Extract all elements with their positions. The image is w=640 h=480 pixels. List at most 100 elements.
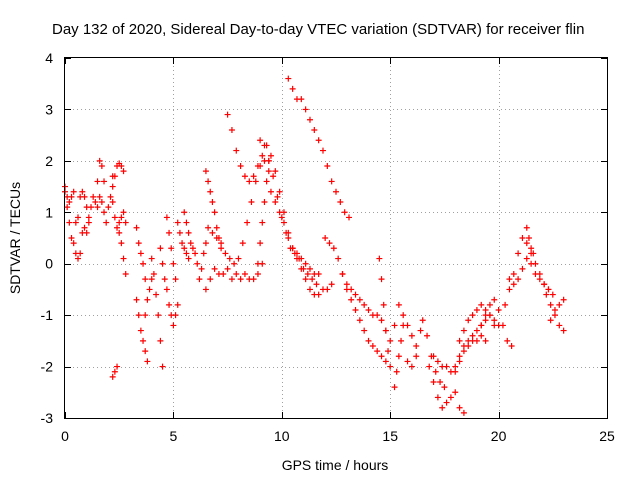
data-point	[352, 307, 359, 313]
data-point	[456, 353, 463, 360]
data-point	[185, 229, 192, 236]
data-point	[120, 168, 127, 175]
data-point	[276, 188, 283, 195]
data-point	[482, 317, 489, 324]
x-tick-label: 0	[61, 428, 69, 444]
data-point	[179, 240, 186, 247]
data-point	[155, 312, 162, 319]
data-point	[352, 291, 359, 298]
data-point	[211, 265, 218, 272]
data-point	[116, 229, 123, 236]
data-point	[133, 296, 140, 303]
data-point	[185, 255, 192, 262]
data-point	[224, 265, 231, 272]
data-point	[226, 255, 233, 262]
data-point	[551, 312, 558, 319]
data-point	[118, 163, 125, 169]
data-point	[250, 276, 257, 283]
data-point	[408, 332, 415, 339]
data-point	[118, 240, 125, 247]
data-point	[315, 291, 322, 298]
data-point	[261, 142, 268, 149]
series-arc-33	[376, 255, 394, 370]
data-point	[452, 363, 459, 370]
data-point	[122, 271, 129, 277]
data-point	[172, 312, 179, 319]
data-point	[111, 368, 118, 375]
series-arc-48	[547, 296, 567, 324]
data-point	[465, 343, 472, 349]
x-axis-label: GPS time / hours	[282, 457, 389, 473]
series-arc-06	[94, 157, 108, 185]
data-point	[430, 379, 437, 385]
data-point	[168, 245, 175, 252]
data-point	[309, 276, 316, 283]
data-point	[196, 276, 203, 283]
data-point	[265, 168, 272, 175]
data-point	[96, 193, 103, 200]
data-point	[478, 301, 485, 308]
data-point	[92, 199, 99, 205]
axis-ticks: 0 5 10 15 20 25 -3 -2 -1 0 1 2 3 4	[41, 50, 615, 444]
data-point	[473, 307, 480, 313]
data-point	[270, 173, 277, 180]
data-point	[163, 214, 170, 221]
series-arc-11	[116, 229, 129, 277]
data-point	[452, 368, 459, 375]
data-point	[174, 301, 181, 308]
data-point	[382, 358, 389, 365]
data-point	[81, 224, 88, 231]
data-point	[460, 409, 467, 416]
series-arc-21	[181, 209, 196, 252]
y-tick-label: 2	[45, 153, 53, 169]
data-point	[272, 168, 279, 175]
x-tick-label: 20	[491, 428, 507, 444]
data-point	[213, 224, 220, 231]
series-arc-04	[72, 188, 92, 226]
data-point	[68, 193, 75, 200]
data-point	[98, 163, 105, 169]
data-point	[181, 245, 188, 252]
data-point	[315, 137, 322, 144]
data-point	[302, 260, 309, 267]
data-point	[385, 348, 392, 355]
data-point	[343, 286, 350, 293]
y-tick-label: 3	[45, 101, 53, 117]
data-point	[523, 240, 530, 247]
data-point	[283, 229, 290, 236]
data-point	[369, 343, 376, 349]
data-point	[248, 199, 255, 205]
series-arc-19	[166, 301, 181, 329]
series-arc-10	[109, 199, 129, 231]
data-point	[502, 301, 509, 308]
data-point	[443, 363, 450, 370]
series-arc-29	[254, 157, 272, 267]
series-arc-15	[142, 276, 155, 319]
series-arc-07	[98, 199, 110, 226]
data-point	[482, 307, 489, 313]
data-point	[257, 137, 264, 144]
chart-title: Day 132 of 2020, Sidereal Day-to-day VTE…	[52, 21, 584, 38]
series-arc-43	[478, 296, 515, 349]
data-point	[391, 384, 398, 391]
data-point	[233, 271, 240, 277]
data-point	[313, 281, 320, 288]
data-point	[319, 147, 326, 154]
data-point	[213, 235, 220, 241]
data-point	[382, 327, 389, 334]
data-point	[116, 219, 123, 226]
data-point	[378, 317, 385, 324]
data-point	[166, 301, 173, 308]
data-point	[120, 255, 127, 262]
data-point	[478, 332, 485, 339]
data-point	[413, 343, 420, 349]
series-arc-18	[163, 214, 179, 283]
data-point	[170, 260, 177, 267]
series-arc-37	[404, 327, 424, 370]
data-point	[183, 250, 190, 257]
data-point	[183, 219, 190, 226]
data-point	[541, 281, 548, 288]
data-point	[137, 250, 144, 257]
data-point	[361, 327, 368, 334]
grid-lines	[65, 58, 607, 418]
